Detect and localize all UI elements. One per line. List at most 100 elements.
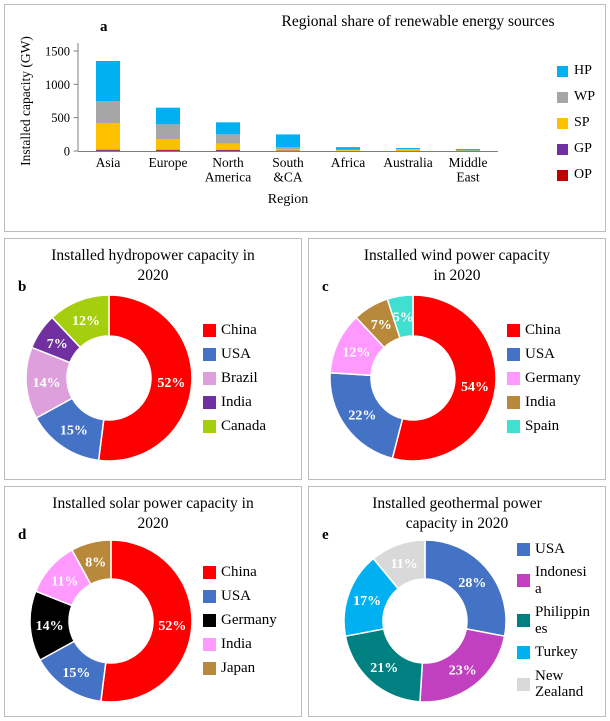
slice-value-label: 21%	[370, 661, 398, 676]
legend-label: Canada	[221, 417, 266, 434]
legend-label: China	[221, 564, 257, 581]
bar-segment-gp-2	[216, 150, 240, 151]
legend-item-spain: Spain	[507, 418, 599, 435]
slice-china	[391, 294, 497, 463]
panel-letter-b: b	[18, 279, 27, 295]
donut-chart-solar: 52% 15% 14% 11% 8%	[29, 539, 193, 703]
legend-label: Brazil	[221, 369, 258, 386]
legend-swatch-icon	[203, 590, 216, 604]
slice-usa	[424, 539, 507, 637]
legend-item-turkey: Turkey	[517, 644, 599, 661]
slice-value-label: 11%	[51, 574, 78, 589]
legend-label: New Zealand	[535, 667, 584, 701]
legend-label: Philippines	[535, 604, 591, 637]
slice-value-label: 15%	[60, 424, 88, 439]
slice-value-label: 7%	[371, 318, 392, 333]
legend-item-canada: Canada	[203, 418, 295, 435]
donut-area: 28% 23% 21% 17% 11%	[319, 535, 517, 707]
legend-swatch-icon	[507, 395, 520, 409]
slice-value-label: 5%	[393, 311, 414, 326]
bar-segment-hp-1	[156, 107, 180, 125]
legend-item-sp: SP	[557, 115, 595, 131]
legend-label: USA	[535, 540, 566, 557]
bar-segment-hp-0	[96, 61, 120, 101]
legend-label: Germany	[221, 612, 277, 629]
slice-value-label: 8%	[85, 555, 106, 570]
slice-value-label: 52%	[157, 376, 185, 391]
bar-segment-hp-2	[216, 122, 240, 135]
y-tick-label: 1000	[45, 78, 70, 92]
legend-swatch-icon	[507, 347, 520, 361]
legend-item-usa: USA	[507, 346, 599, 363]
legend-swatch-icon	[203, 347, 216, 361]
legend-label: WP	[574, 89, 595, 104]
legend-label: OP	[574, 167, 592, 182]
y-tick-label: 0	[64, 145, 70, 159]
y-tick-label: 1500	[45, 45, 70, 59]
legend-swatch-icon	[507, 323, 520, 337]
legend-item-china: China	[507, 322, 599, 339]
legend-swatch-icon	[203, 323, 216, 337]
legend-item-wp: WP	[557, 89, 595, 105]
category-label: &CA	[273, 170, 303, 185]
legend-item-philippines: Philippines	[517, 604, 599, 637]
legend-label: Indonesia	[535, 564, 587, 597]
category-label: Asia	[96, 155, 121, 170]
legend-swatch-icon	[517, 574, 530, 588]
legend-swatch-icon	[517, 614, 530, 628]
legend-item-japan: Japan	[203, 660, 295, 677]
y-axis-title: Installed capacity (GW)	[18, 36, 33, 166]
legend-label: India	[221, 393, 252, 410]
panel-letter-a: a	[100, 19, 108, 35]
bar-segment-wp-0	[96, 101, 120, 123]
donut-legend: USA Indonesia Philippines Turkey New Zealand	[517, 541, 599, 701]
legend-item-new-zealand: New Zealand	[517, 668, 599, 701]
slice-china	[100, 539, 193, 703]
legend-item-india: India	[203, 636, 295, 653]
legend-label: Spain	[525, 417, 560, 434]
legend-label: Germany	[525, 369, 581, 386]
legend-item-germany: Germany	[203, 612, 295, 629]
legend-swatch-icon	[517, 677, 530, 691]
slice-new-zealand	[372, 539, 426, 590]
donut-chart-geothermal: 28% 23% 21% 17% 11%	[343, 539, 507, 703]
slice-value-label: 7%	[47, 337, 68, 352]
legend-item-op: OP	[557, 167, 595, 183]
slice-value-label: 17%	[353, 594, 381, 609]
bar-segment-wp-1	[156, 124, 180, 139]
category-label: Europe	[149, 155, 188, 170]
donut-area: 52% 15% 14% 7% 12%	[15, 290, 203, 466]
bar-segment-hp-5	[396, 148, 420, 150]
chart-title: Installed geothermal power capacity in 2…	[372, 495, 542, 533]
legend-label: USA	[525, 345, 556, 362]
legend-swatch-icon	[203, 395, 216, 409]
bar-segment-sp-4	[336, 150, 360, 151]
donut-legend: China USA Germany India Japan	[203, 564, 295, 677]
panel-a: a Regional share of renewable energy sou…	[4, 4, 606, 232]
slice-value-label: 11%	[391, 557, 418, 572]
panel-letter-c: c	[322, 279, 329, 295]
chart-body: 54% 22% 12% 7% 5% China USA Germany India Spain	[309, 286, 605, 474]
bar-segment-sp-2	[216, 143, 240, 150]
chart-title: Regional share of renewable energy sourc…	[281, 13, 555, 30]
chart-title: Installed wind power capacity in 2020	[363, 247, 551, 285]
chart-title: Installed hydropower capacity in 2020	[51, 247, 255, 285]
donut-legend: China USA Germany India Spain	[507, 322, 599, 435]
bar-segment-wp-5	[396, 149, 420, 150]
category-label: Africa	[331, 155, 365, 170]
chart-body: 52% 15% 14% 11% 8% China USA Germany India Japan	[5, 534, 301, 711]
slice-value-label: 28%	[458, 576, 486, 591]
legend-item-indonesia: Indonesia	[517, 564, 599, 597]
legend-label: USA	[221, 588, 252, 605]
panel-e: Installed geothermal power capacity in 2…	[308, 486, 606, 717]
panel-c: Installed wind power capacity in 2020 c …	[308, 238, 606, 480]
chart-title: Installed solar power capacity in 2020	[52, 495, 254, 533]
legend-item-usa: USA	[203, 346, 295, 363]
legend-swatch-icon	[507, 419, 520, 433]
category-label: Middle	[449, 155, 488, 170]
slice-value-label: 23%	[449, 663, 477, 678]
legend-swatch-icon	[557, 117, 568, 129]
legend-label: Japan	[221, 660, 256, 677]
